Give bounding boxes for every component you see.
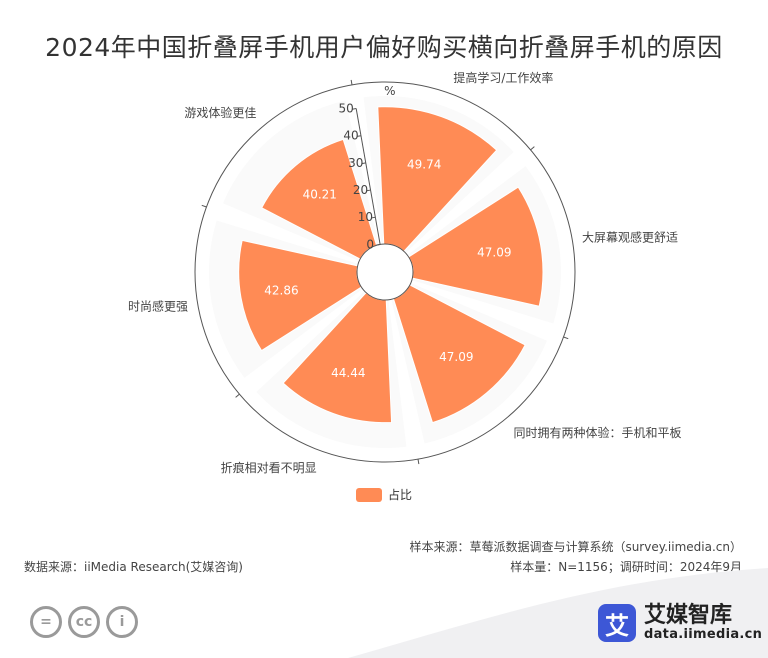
legend-label: 占比 bbox=[388, 488, 413, 502]
radial-tick-label: 50 bbox=[339, 102, 354, 116]
sample-source: 样本来源：草莓派数据调查与计算系统（survey.iimedia.cn） bbox=[409, 540, 742, 554]
brand-logo: 艾 bbox=[598, 604, 636, 643]
outer-circle bbox=[194, 81, 576, 463]
category-label: 提高学习/工作效率 bbox=[453, 70, 553, 85]
creative-commons-icon: cc bbox=[68, 606, 100, 638]
chart-title: 2024年中国折叠屏手机用户偏好购买横向折叠屏手机的原因 bbox=[45, 33, 723, 62]
angle-tick bbox=[417, 459, 420, 465]
angle-tick bbox=[563, 336, 569, 340]
sample-info: 样本量：N=1156；调研时间：2024年9月 bbox=[510, 560, 742, 574]
brand-background-swoosh bbox=[348, 568, 768, 658]
radial-tick-label: 20 bbox=[353, 183, 368, 197]
value-label: 49.74 bbox=[407, 157, 441, 171]
value-label: 44.44 bbox=[331, 366, 365, 380]
value-label: 47.09 bbox=[439, 350, 473, 364]
category-label: 同时拥有两种体验：手机和平板 bbox=[514, 425, 682, 440]
angle-tick bbox=[350, 79, 353, 85]
no-derivatives-icon: = bbox=[30, 606, 62, 638]
legend-swatch bbox=[356, 487, 382, 502]
radial-tick bbox=[376, 243, 381, 246]
value-label: 40.21 bbox=[303, 187, 337, 201]
radial-tick bbox=[352, 108, 357, 110]
value-label: 47.09 bbox=[477, 246, 511, 260]
radial-tick bbox=[366, 189, 371, 192]
category-label: 折痕相对看不明显 bbox=[221, 460, 317, 475]
radial-tick-label: 0 bbox=[366, 237, 374, 251]
license-icons: = cc i bbox=[30, 606, 138, 638]
brand-url: data.iimedia.cn bbox=[644, 627, 763, 643]
legend[interactable]: 占比 bbox=[356, 486, 412, 503]
radial-tick-label: 30 bbox=[348, 156, 363, 170]
radial-axis bbox=[355, 108, 381, 245]
data-source: 数据来源：iiMedia Research(艾媒咨询) bbox=[24, 560, 243, 574]
angle-tick bbox=[201, 204, 207, 208]
attribution-icon: i bbox=[106, 606, 138, 638]
angle-tick bbox=[530, 146, 535, 151]
category-label: 时尚感更强 bbox=[128, 299, 188, 314]
category-label: 大屏幕观感更舒适 bbox=[582, 229, 678, 244]
angle-tick bbox=[235, 393, 240, 398]
radial-tick-label: 40 bbox=[343, 129, 358, 143]
radial-tick bbox=[371, 216, 376, 219]
brand: 艾 艾媒智库 data.iimedia.cn bbox=[598, 603, 763, 643]
radial-tick-label: 10 bbox=[358, 210, 373, 224]
radial-tick bbox=[361, 162, 366, 165]
radial-unit: % bbox=[384, 84, 395, 98]
radial-tick bbox=[356, 135, 362, 137]
brand-name: 艾媒智库 bbox=[644, 603, 733, 628]
category-label: 游戏体验更佳 bbox=[184, 105, 256, 120]
value-label: 42.86 bbox=[264, 283, 298, 297]
inner-hole bbox=[356, 243, 414, 301]
